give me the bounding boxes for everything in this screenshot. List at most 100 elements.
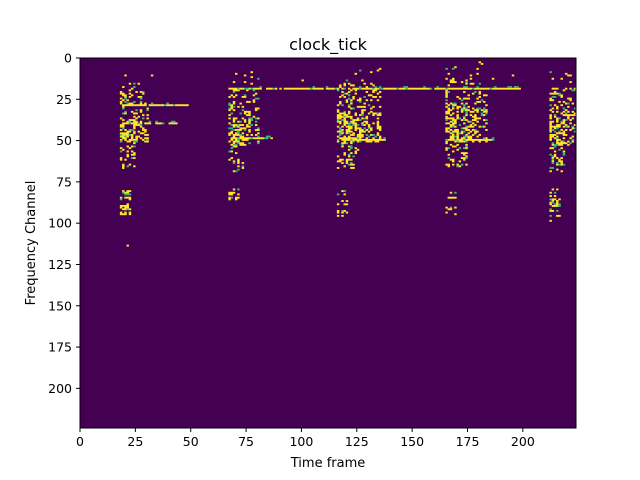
heatmap-cell [359,137,362,140]
heatmap-cell [272,87,276,90]
heatmap-cell [562,132,566,135]
heatmap-cell [423,87,426,90]
y-tick-label: 150 [48,298,72,313]
heatmap-cell [489,138,493,141]
heatmap-cell [458,160,462,163]
heatmap-cell [449,117,453,120]
heatmap-cell [465,81,468,84]
heatmap-cell [232,129,236,131]
y-axis-label: Frequency Channel [24,181,39,306]
heatmap-cell [343,87,346,90]
heatmap-cell [573,130,576,133]
heatmap-cell [553,115,557,118]
heatmap-cell [274,87,278,90]
heatmap-cell [128,196,132,199]
heatmap-cell [139,132,143,135]
heatmap-cell [126,133,129,136]
heatmap-cell [257,142,260,145]
heatmap-cell [454,66,457,69]
heatmap-cell [390,87,393,90]
heatmap-cell [133,100,136,103]
heatmap-cell [301,87,304,90]
heatmap-cell [436,87,439,90]
heatmap-cell [341,115,344,118]
heatmap-cell [352,140,355,143]
heatmap-cell [354,138,358,141]
heatmap-cell [483,87,486,90]
heatmap-cell [246,100,249,103]
heatmap-cell [279,87,282,90]
heatmap-cell [126,135,129,138]
heatmap-cell [474,119,477,122]
heatmap-cell [356,127,360,130]
heatmap-cell [556,157,559,160]
heatmap-cell [425,87,428,90]
heatmap-cell [341,129,344,131]
heatmap-cell [130,102,134,105]
heatmap-cell [347,155,351,158]
heatmap-cell [122,135,125,138]
heatmap-cell [376,87,380,90]
heatmap-cell [447,163,451,166]
heatmap-cell [248,117,251,120]
heatmap-cell [549,195,552,197]
heatmap-cell [469,114,473,117]
heatmap-cell [363,130,366,133]
heatmap-cell [553,114,557,117]
heatmap-cell [228,140,231,143]
heatmap-cell [356,99,360,102]
heatmap-cell [122,190,125,193]
heatmap-cell [354,152,358,155]
heatmap-cell [254,129,258,131]
heatmap-cell [564,114,568,117]
heatmap-cell [345,99,349,102]
heatmap-cell [456,95,459,98]
heatmap-cell [248,119,251,122]
heatmap-cell [350,142,353,145]
heatmap-cell [429,87,433,90]
heatmap-cell [478,100,482,103]
heatmap-cell [347,130,351,133]
heatmap-cell [454,130,457,133]
heatmap-cell [363,105,366,108]
heatmap-cell [130,104,134,107]
heatmap-cell [469,82,473,85]
heatmap-cell [551,135,555,138]
heatmap-cell [128,95,132,98]
heatmap-cell [463,157,466,160]
heatmap-cell [471,107,475,110]
heatmap-cell [463,107,466,110]
heatmap-cell [164,104,167,107]
heatmap-cell [130,135,134,138]
heatmap-cell [144,104,147,107]
heatmap-cell [345,162,349,164]
heatmap-cell [471,129,475,131]
heatmap-cell [551,160,555,163]
heatmap-cell [261,137,265,140]
heatmap-cell [237,196,240,199]
heatmap-cell [139,122,143,125]
heatmap-cell [454,196,457,199]
heatmap-cell [449,109,453,112]
heatmap-cell [243,137,247,140]
heatmap-cell [478,91,482,93]
heatmap-cell [553,92,557,95]
heatmap-cell [445,105,448,108]
heatmap-cell [463,91,466,93]
heatmap-cell [144,140,147,143]
heatmap-cell [137,130,141,133]
heatmap-cell [130,129,134,131]
heatmap-cell [142,129,145,131]
heatmap-cell [241,105,245,108]
heatmap-cell [354,129,358,131]
heatmap-cell [139,100,143,103]
heatmap-cell [119,129,123,131]
heatmap-cell [556,188,559,191]
heatmap-cell [243,81,247,84]
heatmap-cell [549,167,552,169]
heatmap-cell [469,74,473,77]
heatmap-cell [347,137,351,140]
heatmap-cell [334,87,338,90]
heatmap-cell [365,138,369,141]
heatmap-cell [305,87,309,90]
